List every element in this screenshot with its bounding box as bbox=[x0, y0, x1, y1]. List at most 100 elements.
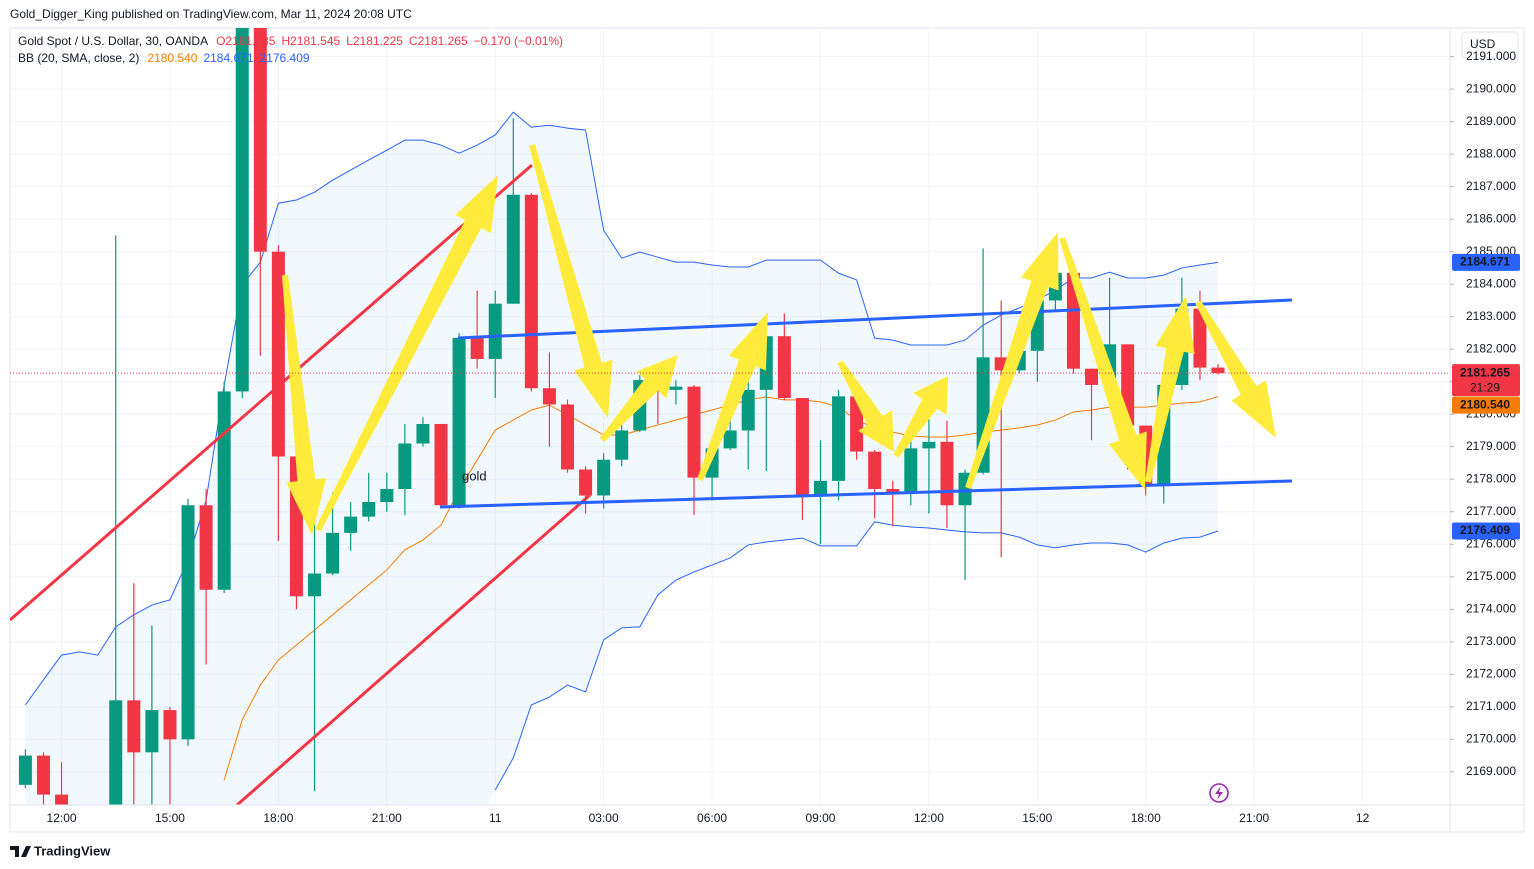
candle-body bbox=[506, 194, 520, 304]
arrow bbox=[1195, 300, 1276, 438]
trend-line bbox=[236, 493, 591, 805]
candle-body bbox=[904, 448, 918, 494]
y-tick-label: 2174.000 bbox=[1466, 601, 1516, 615]
candle-body bbox=[561, 404, 574, 470]
x-tick-label: 11 bbox=[489, 811, 502, 825]
y-tick-label: 2190.000 bbox=[1466, 81, 1516, 95]
band-line bbox=[494, 521, 1219, 791]
currency[interactable]: USD bbox=[1470, 37, 1496, 51]
candle-body bbox=[850, 396, 864, 452]
price-tag-label: 2184.671 bbox=[1460, 255, 1510, 269]
candle-body bbox=[109, 700, 123, 805]
candle-body bbox=[1211, 367, 1225, 374]
candle-body bbox=[253, 28, 267, 252]
brand-logo bbox=[10, 846, 31, 857]
candle-body bbox=[235, 28, 249, 392]
candle-body bbox=[868, 451, 882, 489]
y-tick-label: 2175.000 bbox=[1466, 569, 1516, 583]
frame bbox=[9, 27, 1525, 833]
countdown: 21:29 bbox=[1470, 380, 1500, 394]
candle-body bbox=[163, 710, 177, 740]
candle-body bbox=[579, 469, 593, 496]
x-tick-label: 12:00 bbox=[47, 811, 77, 825]
candle-body bbox=[832, 396, 846, 481]
candle-body bbox=[922, 441, 936, 449]
y-tick-label: 2188.000 bbox=[1466, 146, 1516, 160]
y-tick-label: 2177.000 bbox=[1466, 504, 1516, 518]
candle-body bbox=[145, 710, 159, 753]
candle-body bbox=[524, 194, 538, 389]
candle-body bbox=[723, 430, 737, 449]
y-tick-label: 2169.000 bbox=[1466, 764, 1516, 778]
arrow bbox=[837, 360, 894, 452]
x-tick-label: 12 bbox=[1356, 811, 1370, 825]
candle-body bbox=[344, 516, 358, 533]
price-tag-label: 2180.540 bbox=[1460, 397, 1510, 411]
price-tag bbox=[1452, 364, 1520, 397]
legend: Gold Spot / U.S. Dollar, 30, OANDA O2181.… bbox=[18, 34, 563, 48]
candle-body bbox=[777, 336, 791, 398]
candle-body bbox=[1085, 368, 1099, 385]
legend-open: O2181.435 bbox=[216, 34, 276, 48]
x-tick-label: 15:00 bbox=[155, 811, 185, 825]
publisher: Gold_Digger_King published on TradingVie… bbox=[10, 7, 412, 21]
bb-basis: 2180.540 bbox=[147, 51, 197, 65]
x-tick-label: 15:00 bbox=[1022, 811, 1052, 825]
y-tick-label: 2173.000 bbox=[1466, 634, 1516, 648]
candle-body bbox=[470, 337, 484, 359]
candle-body bbox=[940, 441, 954, 506]
arrow bbox=[893, 376, 948, 458]
x-tick-label: 18:00 bbox=[1131, 811, 1161, 825]
y-tick-label: 2172.000 bbox=[1466, 666, 1516, 680]
arrow bbox=[282, 274, 327, 535]
candle-body bbox=[669, 386, 683, 390]
symbol: Gold Spot / U.S. Dollar, 30, OANDA bbox=[18, 34, 208, 48]
price-tag bbox=[1452, 396, 1520, 414]
legend-change: −0.170 (−0.01%) bbox=[474, 34, 563, 48]
candle-body bbox=[795, 397, 809, 496]
brand: TradingView bbox=[34, 843, 111, 858]
arrow bbox=[1145, 296, 1195, 483]
bb-lower: 2176.409 bbox=[260, 51, 310, 65]
candle-body bbox=[416, 423, 430, 444]
candle-body bbox=[326, 532, 340, 574]
x-tick-label: 06:00 bbox=[697, 811, 727, 825]
y-tick-label: 2178.000 bbox=[1466, 471, 1516, 485]
currency-button[interactable] bbox=[1461, 31, 1519, 59]
alert-icon[interactable] bbox=[1209, 783, 1229, 803]
candle-body bbox=[886, 488, 900, 494]
y-tick-label: 2182.000 bbox=[1466, 341, 1516, 355]
arrow bbox=[315, 175, 498, 532]
y-tick-label: 2179.000 bbox=[1466, 439, 1516, 453]
x-tick-label: 12:00 bbox=[914, 811, 944, 825]
legend-close: C2181.265 bbox=[409, 34, 468, 48]
bb-upper: 2184.671 bbox=[203, 51, 253, 65]
candle-body bbox=[687, 386, 701, 478]
price-tag bbox=[1452, 253, 1520, 271]
x-tick-label: 18:00 bbox=[263, 811, 293, 825]
trend-line bbox=[10, 163, 533, 622]
candle-body bbox=[55, 794, 69, 805]
legend-low: L2181.225 bbox=[346, 34, 403, 48]
candle-body bbox=[1193, 308, 1207, 368]
candle-body bbox=[199, 505, 213, 590]
arrow bbox=[697, 312, 768, 482]
arrow bbox=[1059, 237, 1147, 490]
y-tick-label: 2186.000 bbox=[1466, 211, 1516, 225]
x-tick-label: 21:00 bbox=[372, 811, 402, 825]
price-tag-label: 2181.265 bbox=[1460, 365, 1510, 379]
plot bbox=[18, 28, 1225, 805]
arrow bbox=[599, 355, 678, 442]
y-tick-label: 2170.000 bbox=[1466, 732, 1516, 746]
candle-body bbox=[362, 502, 376, 517]
candle-body bbox=[271, 251, 285, 457]
candle-body bbox=[308, 573, 322, 597]
alert-bolt bbox=[1215, 786, 1223, 800]
channel-line bbox=[439, 479, 1293, 509]
arrow bbox=[529, 144, 613, 418]
indicator-legend: BB (20, SMA, close, 2) 2180.540 2184.671 21… bbox=[18, 51, 310, 65]
candle-body bbox=[597, 459, 611, 496]
indicator: BB (20, SMA, close, 2) bbox=[18, 51, 139, 65]
band-line bbox=[223, 396, 1219, 781]
